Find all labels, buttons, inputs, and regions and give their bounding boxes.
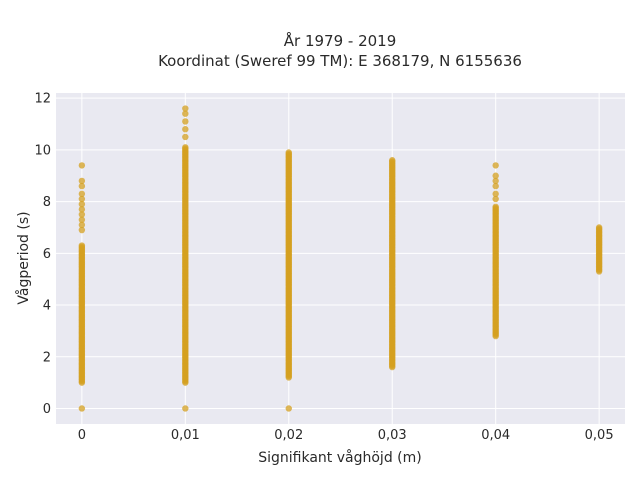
data-point [78, 162, 86, 169]
x-tick-label: 0,04 [481, 428, 510, 443]
data-point [285, 405, 292, 412]
y-tick-label: 6 [43, 247, 51, 262]
data-point [78, 182, 86, 190]
data-points [78, 105, 603, 412]
data-point [182, 405, 189, 412]
data-point [78, 221, 86, 229]
data-point [78, 211, 86, 218]
data-point [78, 405, 86, 412]
data-point [78, 242, 86, 249]
y-tick-label: 4 [43, 299, 51, 314]
chart-subtitle: Koordinat (Sweref 99 TM): E 368179, N 61… [158, 52, 522, 70]
y-tick-label: 8 [43, 195, 51, 210]
data-point [492, 190, 499, 198]
x-axis-ticks: 0 0,01 0,02 0,03 0,04 0,05 [78, 428, 614, 443]
data-point [78, 190, 86, 198]
data-point [182, 118, 189, 125]
data-point [492, 195, 499, 203]
x-tick-label: 0 [78, 428, 86, 443]
data-point [492, 172, 499, 179]
x-tick-label: 0,05 [585, 428, 614, 443]
data-point [182, 126, 189, 133]
y-axis-label: Vågperiod (s) [15, 211, 32, 304]
data-point [78, 200, 86, 208]
x-tick-label: 0,01 [171, 428, 200, 443]
data-point [389, 157, 396, 164]
data-point [492, 162, 499, 169]
data-point [285, 149, 292, 156]
data-point [492, 177, 499, 185]
data-point [182, 105, 189, 112]
x-axis-label: Signifikant våghöjd (m) [258, 449, 421, 466]
y-tick-label: 0 [43, 402, 51, 417]
data-point [78, 226, 86, 234]
x-tick-label: 0,02 [274, 428, 303, 443]
plot-area [56, 93, 625, 424]
data-point [182, 133, 189, 141]
data-point [595, 224, 603, 231]
data-point [182, 110, 189, 117]
data-point [78, 216, 86, 223]
data-point [78, 195, 86, 203]
y-axis-ticks: 0 2 4 6 8 10 12 [34, 92, 51, 417]
data-point [492, 182, 499, 190]
data-point [78, 206, 86, 213]
data-point [182, 144, 189, 151]
chart-title: År 1979 - 2019 [284, 31, 397, 50]
y-tick-label: 10 [34, 143, 51, 158]
data-point [492, 203, 499, 210]
x-tick-label: 0,03 [378, 428, 407, 443]
y-tick-label: 12 [34, 92, 51, 107]
data-point [78, 177, 86, 185]
y-tick-label: 2 [43, 350, 51, 365]
